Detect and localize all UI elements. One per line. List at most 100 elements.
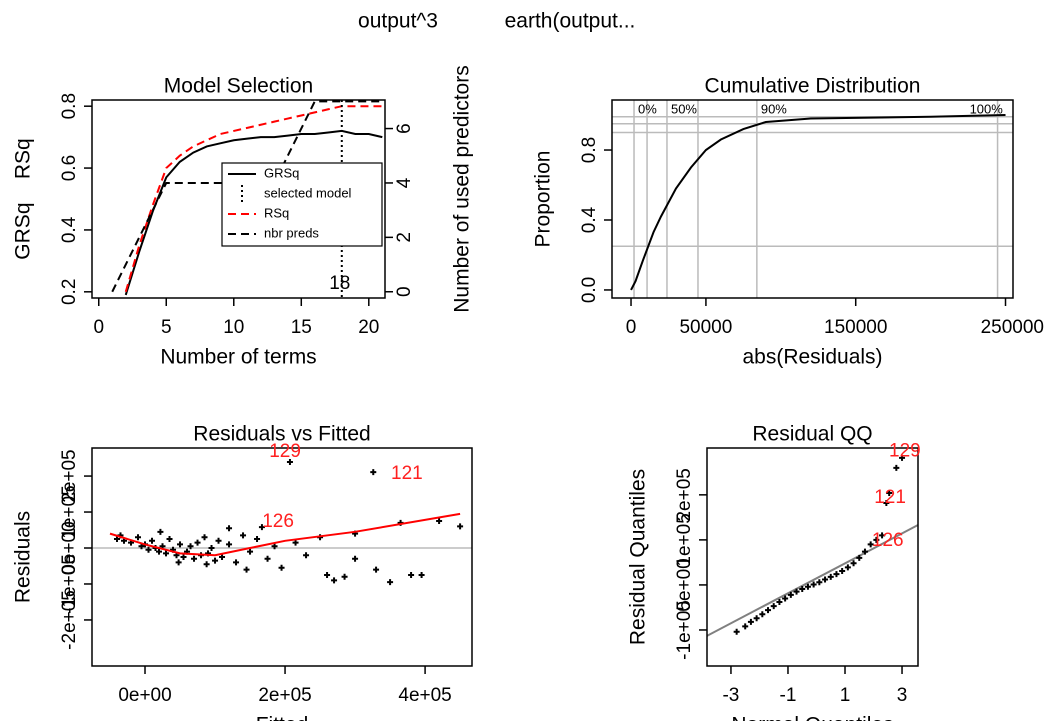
- y-tick-label: -2e+05: [59, 590, 80, 650]
- point: [408, 571, 415, 578]
- point: [303, 552, 310, 559]
- point: [278, 564, 285, 571]
- point: [457, 523, 464, 530]
- point: [331, 577, 338, 584]
- point: [180, 554, 187, 560]
- x-tick-label: 2e+05: [258, 685, 311, 706]
- point: [776, 599, 783, 606]
- point-label: 129: [269, 441, 301, 462]
- point-label: 129: [889, 441, 921, 462]
- y-tick-label: 0.8: [579, 137, 600, 163]
- chart-title: Residual QQ: [752, 423, 872, 446]
- point: [436, 518, 443, 525]
- series-line: [124, 129, 383, 296]
- x-tick-label: 4e+05: [398, 685, 451, 706]
- point: [759, 611, 766, 618]
- y-tick-label: -1e+05: [674, 600, 695, 660]
- point: [191, 555, 198, 562]
- point: [201, 534, 208, 541]
- chart-title: Cumulative Distribution: [705, 75, 921, 98]
- point: [208, 545, 215, 552]
- point: [226, 541, 233, 548]
- y-tick-label: 0.4: [579, 206, 600, 233]
- point: [254, 536, 261, 543]
- point: [879, 532, 886, 539]
- plot-frame: [611, 99, 1014, 299]
- y-tick-label: 1e+05: [674, 513, 695, 566]
- legend-box: [221, 162, 383, 247]
- point: [149, 537, 156, 544]
- x-tick-label: 50000: [679, 317, 732, 338]
- x-tick-label: 15: [291, 317, 312, 338]
- x-axis-title: Fitted: [256, 714, 309, 721]
- point: [341, 573, 348, 580]
- chart-title: Model Selection: [164, 75, 313, 98]
- x-tick-label: 250000: [981, 317, 1044, 338]
- point-label: 126: [872, 530, 904, 551]
- point: [226, 525, 233, 532]
- y-tick-label: 2e+05: [674, 468, 695, 521]
- point: [899, 454, 906, 461]
- point: [113, 536, 120, 543]
- point: [156, 548, 163, 555]
- series-line: [630, 114, 1006, 291]
- plot-area: [612, 100, 1013, 298]
- x-axis-title: Number of terms: [160, 346, 316, 369]
- y-tick-label: 1e+05: [59, 485, 80, 538]
- page-title: earth(output...: [505, 10, 636, 33]
- point: [782, 595, 789, 602]
- point: [867, 541, 874, 548]
- plot-area: [92, 459, 472, 586]
- point-label: 121: [391, 463, 423, 484]
- y2-tick-label: 2: [394, 232, 415, 243]
- x-axis-title: abs(Residuals): [742, 346, 882, 369]
- x-tick-label: 0: [93, 317, 104, 338]
- point: [271, 543, 278, 550]
- x-axis-title: Normal Quantiles: [731, 714, 893, 721]
- point: [886, 490, 893, 497]
- x-tick-label: 5: [161, 317, 172, 338]
- legend-label: nbr preds: [264, 225, 319, 240]
- point: [163, 550, 170, 557]
- y-tick-label: 0.2: [59, 279, 80, 305]
- point: [145, 546, 152, 553]
- y2-axis-title: Number of used predictors: [451, 65, 474, 312]
- chart-title: Residuals vs Fitted: [193, 423, 370, 446]
- y-axis-title: Residuals: [12, 511, 35, 603]
- point: [793, 588, 800, 595]
- point: [264, 555, 271, 562]
- point: [166, 536, 173, 543]
- x-tick-label: -1: [780, 685, 797, 706]
- plot-frame: [706, 447, 919, 667]
- point: [833, 571, 840, 578]
- quantile-label: 0%: [638, 101, 657, 116]
- x-tick-label: 1: [840, 685, 851, 706]
- y-axis-title: GRSq RSq: [12, 138, 35, 259]
- point: [816, 579, 823, 586]
- x-tick-label: 0e+00: [118, 685, 171, 706]
- legend-label: GRSq: [264, 165, 299, 180]
- legend-label: selected model: [264, 185, 352, 200]
- y-axis-title: Proportion: [532, 151, 555, 248]
- point: [175, 559, 182, 566]
- y-axis-title: Residual Quantiles: [627, 469, 650, 645]
- point: [839, 567, 846, 574]
- y-tick-label: 0.6: [59, 155, 80, 181]
- y-tick-label: -1e+05: [59, 554, 80, 614]
- plot-frame: [91, 447, 473, 667]
- point: [157, 528, 164, 535]
- quantile-label: 50%: [671, 101, 697, 116]
- point: [733, 628, 740, 635]
- point: [753, 615, 760, 622]
- y-tick-label: 0e+00: [674, 558, 695, 611]
- x-tick-label: 10: [223, 317, 244, 338]
- point: [258, 524, 265, 531]
- point: [844, 564, 851, 571]
- point: [187, 543, 194, 550]
- y-tick-label: 2e+05: [59, 449, 80, 502]
- point: [747, 618, 754, 625]
- point: [215, 537, 222, 544]
- plot-frame: [91, 99, 386, 299]
